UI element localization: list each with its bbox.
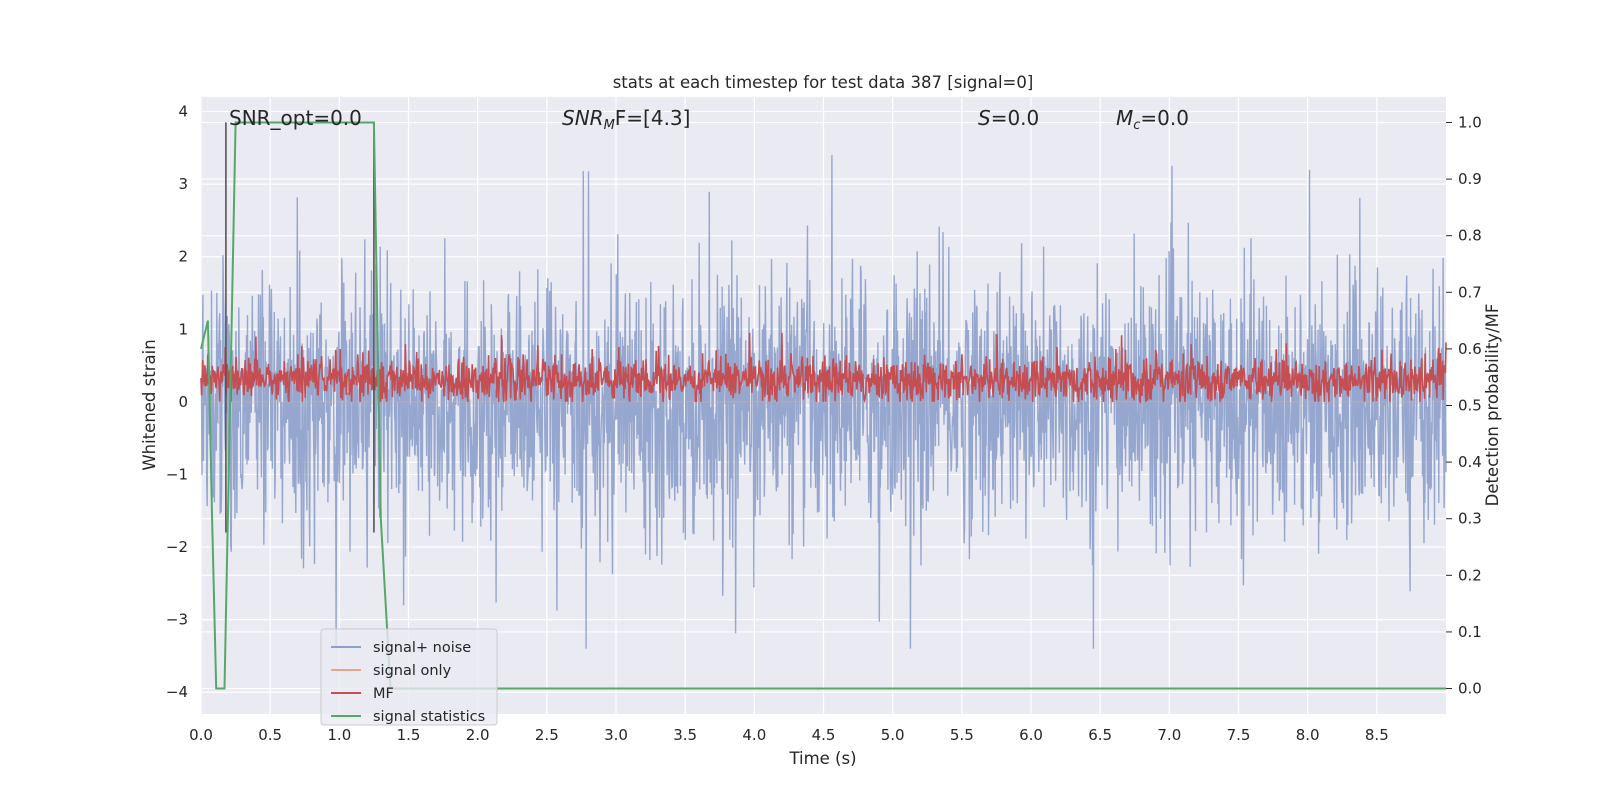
x-tick-label: 3.5: [673, 726, 697, 744]
y2-tick-label: 0.3: [1458, 510, 1482, 528]
y-tick-label: −2: [166, 538, 188, 556]
x-tick-label: 0.0: [189, 726, 213, 744]
annotation-snr-mf: SNRMF=[4.3]: [562, 106, 690, 133]
x-tick-label: 8.5: [1365, 726, 1389, 744]
legend-label: signal statistics: [373, 709, 485, 725]
y2-tick-label: 0.9: [1458, 170, 1482, 188]
y-axis-label: Whitened strain: [140, 339, 159, 470]
y2-tick-label: 1.0: [1458, 113, 1482, 131]
y2-tick-label: 0.8: [1458, 227, 1482, 245]
x-tick-label: 4.5: [812, 726, 836, 744]
y-tick-label: −3: [166, 611, 188, 629]
x-tick-label: 3.0: [604, 726, 628, 744]
x-tick-label: 1.0: [327, 726, 351, 744]
x-tick-label: 2.5: [535, 726, 559, 744]
chart-title: stats at each timestep for test data 387…: [613, 73, 1034, 92]
x-tick-label: 6.0: [1019, 726, 1043, 744]
x-tick-label: 1.5: [397, 726, 421, 744]
y-tick-labels: 4 3 2 1 0 −1 −2 −3 −4: [166, 103, 188, 702]
noise-line: [200, 155, 1447, 649]
y-tick-label: −4: [166, 683, 188, 701]
y2-tick-label: 0.1: [1458, 623, 1482, 641]
y2-tick-label: 0.5: [1458, 397, 1482, 415]
legend-label: signal only: [373, 663, 452, 679]
y2-tick-label: 0.0: [1458, 680, 1482, 698]
y2-tick-label: 0.4: [1458, 453, 1482, 471]
y2-axis-label: Detection probability/MF: [1483, 304, 1502, 507]
x-tick-label: 8.0: [1296, 726, 1320, 744]
y2-tick-label: 0.7: [1458, 283, 1482, 301]
x-tick-labels: 0.0 0.5 1.0 1.5 2.0 2.5 3.0 3.5 4.0 4.5 5.0 5.5 6.0 6…: [189, 726, 1389, 744]
y-tick-label: 3: [178, 175, 188, 193]
y-tick-label: −1: [166, 465, 188, 483]
legend: signal+ noise signal only MF signal statist…: [320, 628, 498, 726]
y2-tick-labels: 1.0 0.9 0.8 0.7 0.6 0.5 0.4 0.3 0.2 0.1 0.0: [1446, 113, 1482, 698]
legend-label: signal+ noise: [373, 640, 471, 656]
annotation-snr-opt: SNR_opt=0.0: [229, 106, 362, 130]
annotation-mc: Mc=0.0: [1116, 106, 1189, 133]
x-axis-label: Time (s): [788, 749, 856, 768]
x-tick-label: 5.0: [881, 726, 905, 744]
legend-label: MF: [373, 686, 394, 702]
signal-statistics-series: [200, 121, 1446, 690]
x-tick-label: 6.5: [1088, 726, 1112, 744]
x-tick-label: 5.5: [950, 726, 974, 744]
mf-series: [200, 332, 1447, 405]
x-tick-label: 4.0: [742, 726, 766, 744]
y-tick-label: 0: [178, 393, 188, 411]
y2-tick-label: 0.2: [1458, 566, 1482, 584]
x-tick-label: 2.0: [466, 726, 490, 744]
annotation-s: S=0.0: [978, 106, 1039, 130]
y-tick-label: 1: [178, 320, 188, 338]
x-tick-label: 0.5: [258, 726, 282, 744]
x-tick-label: 7.5: [1227, 726, 1251, 744]
x-tick-label: 7.0: [1157, 726, 1181, 744]
y-tick-label: 2: [178, 248, 188, 266]
vertical-markers: [225, 122, 375, 533]
y2-tick-label: 0.6: [1458, 340, 1482, 358]
mf-line: [200, 332, 1447, 405]
signal-statistics-line: [200, 121, 1446, 690]
legend-box: [320, 628, 498, 726]
y-tick-label: 4: [178, 103, 188, 121]
